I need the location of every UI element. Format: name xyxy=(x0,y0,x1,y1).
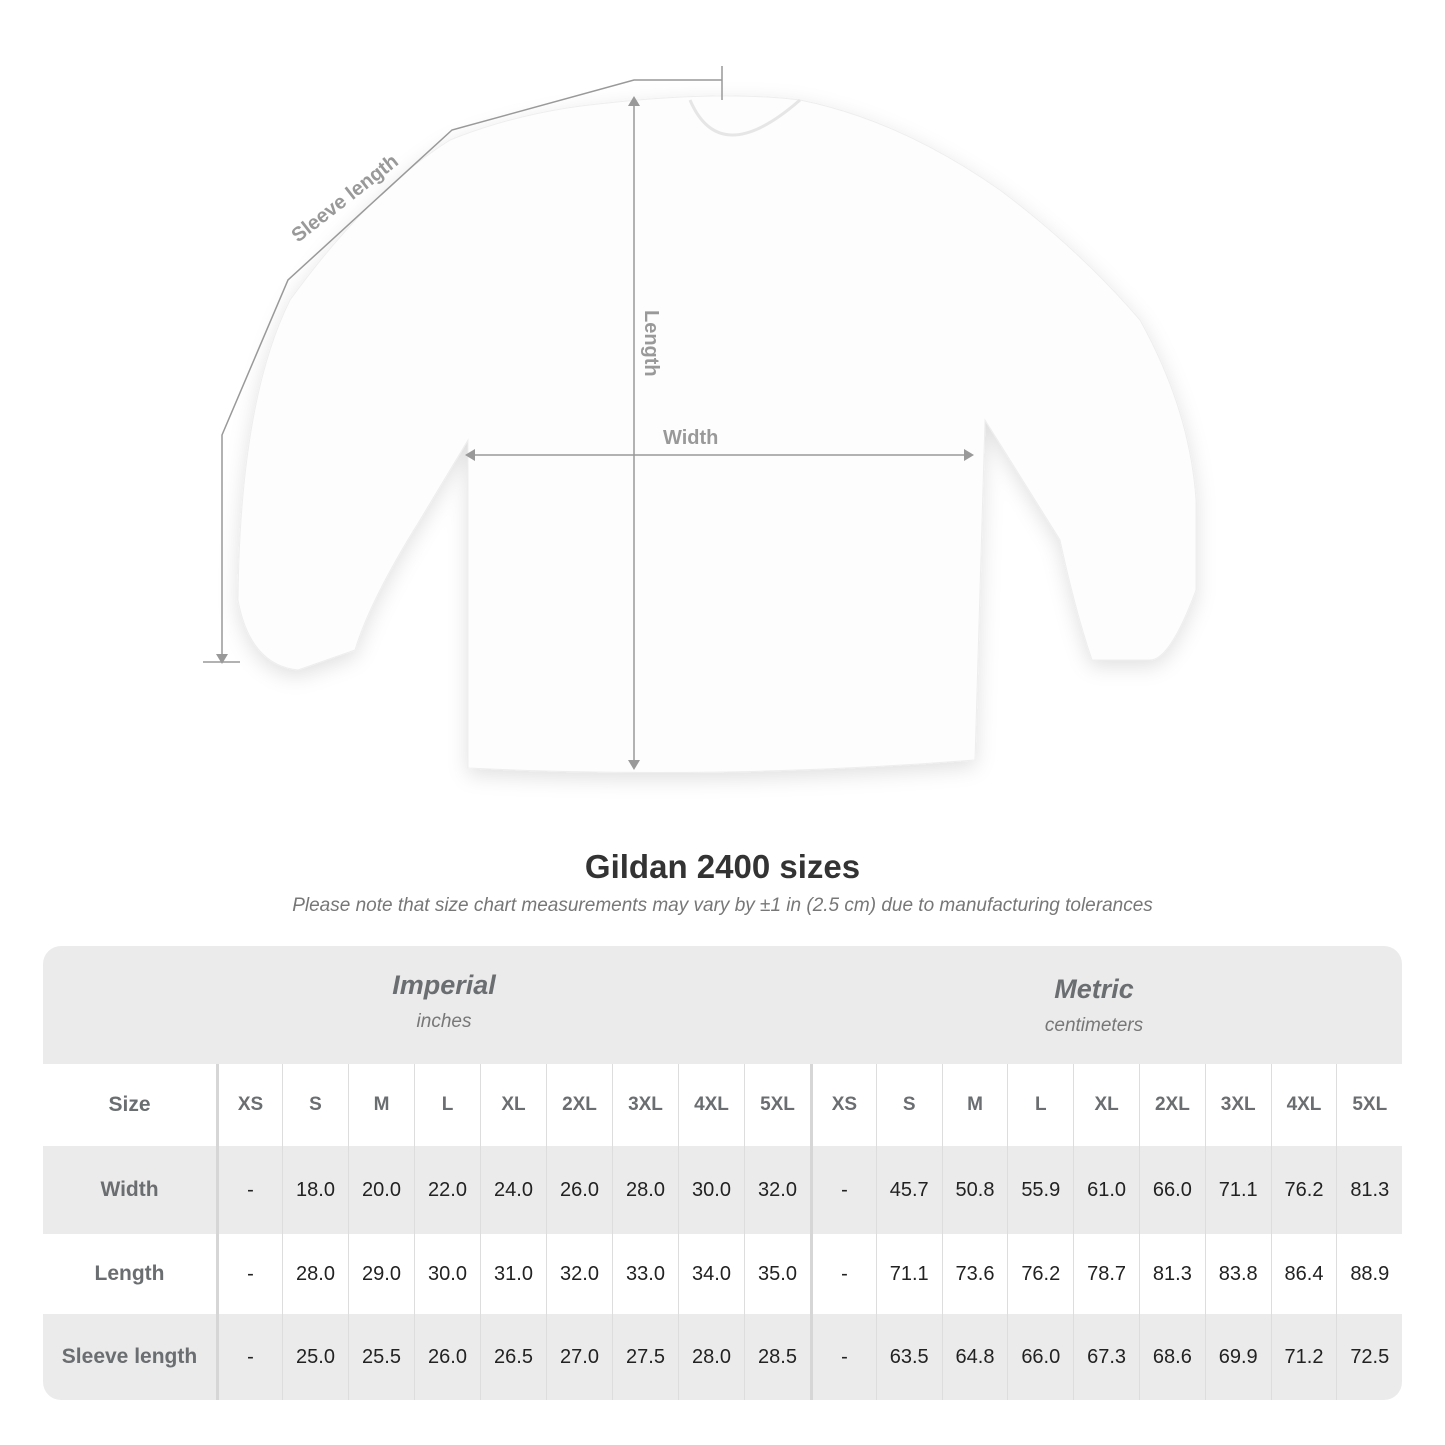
size-header-row: Size XS S M L XL 2XL 3XL 4XL 5XL XS S M L XL 2XL 3XL 4XL 5… xyxy=(43,1064,1402,1146)
arrowheads xyxy=(216,96,974,770)
sleeve-length-line xyxy=(221,79,722,662)
value-cell: 71.2 xyxy=(1270,1314,1337,1400)
value-cell: 24.0 xyxy=(480,1146,546,1234)
row-label: Width xyxy=(100,1178,159,1201)
size-header-cell: M xyxy=(348,1064,414,1146)
size-header-cell: S xyxy=(875,1064,942,1146)
value-cell: 73.6 xyxy=(941,1234,1008,1314)
value-cell: 30.0 xyxy=(414,1234,480,1314)
size-header-cell: XS xyxy=(810,1064,876,1146)
size-header-cell: S xyxy=(282,1064,348,1146)
value-cell: 68.6 xyxy=(1139,1314,1205,1400)
size-header-cell: 5XL xyxy=(1336,1064,1402,1146)
value-cell: 28.0 xyxy=(612,1146,678,1234)
value-cell: 78.7 xyxy=(1073,1234,1139,1314)
value-cell: - xyxy=(810,1314,876,1400)
value-cell: - xyxy=(216,1146,282,1234)
value-cell: 66.0 xyxy=(1139,1146,1205,1234)
value-cell: 34.0 xyxy=(678,1234,744,1314)
value-cell: 67.3 xyxy=(1073,1314,1139,1400)
value-cell: 83.8 xyxy=(1204,1234,1271,1314)
value-cell: 45.7 xyxy=(875,1146,942,1234)
measurement-lines xyxy=(203,66,972,768)
size-header-cell: L xyxy=(414,1064,480,1146)
size-header-cell: XL xyxy=(1073,1064,1139,1146)
value-cell: 32.0 xyxy=(546,1234,612,1314)
value-cell: 66.0 xyxy=(1007,1314,1073,1400)
row-label: Sleeve length xyxy=(61,1345,198,1368)
value-cell: 55.9 xyxy=(1007,1146,1073,1234)
long-sleeve-shirt xyxy=(237,95,1197,773)
imperial-group: Imperial inches xyxy=(216,970,672,1033)
imperial-title: Imperial xyxy=(392,970,496,1000)
value-cell: 22.0 xyxy=(414,1146,480,1234)
value-cell: 81.3 xyxy=(1336,1146,1402,1234)
value-cell: - xyxy=(216,1234,282,1314)
size-header-cell: 2XL xyxy=(546,1064,612,1146)
value-cell: 18.0 xyxy=(282,1146,348,1234)
table-row: Width -18.0 20.0 22.0 24.0 26.0 28.0 30.0 32.0-4… xyxy=(43,1146,1402,1234)
value-cell: 28.0 xyxy=(282,1234,348,1314)
metric-unit: centimeters xyxy=(1044,1015,1144,1036)
value-cell: 71.1 xyxy=(875,1234,942,1314)
value-cell: 25.0 xyxy=(282,1314,348,1400)
value-cell: - xyxy=(810,1146,876,1234)
tolerance-note: Please note that size chart measurements… xyxy=(292,895,1153,916)
value-cell: 69.9 xyxy=(1204,1314,1271,1400)
value-cell: 26.5 xyxy=(480,1314,546,1400)
metric-group: Metric centimeters xyxy=(810,974,1378,1037)
size-header-cell: 3XL xyxy=(1204,1064,1271,1146)
page-title: Gildan 2400 sizes xyxy=(584,848,861,885)
value-cell: 28.0 xyxy=(678,1314,744,1400)
value-cell: 26.0 xyxy=(414,1314,480,1400)
size-header-cell: XL xyxy=(480,1064,546,1146)
size-header-cell: 2XL xyxy=(1139,1064,1205,1146)
size-header-cell: M xyxy=(941,1064,1008,1146)
value-cell: 29.0 xyxy=(348,1234,414,1314)
row-label: Length xyxy=(94,1262,165,1285)
length-label: Length xyxy=(640,310,662,377)
value-cell: 28.5 xyxy=(744,1314,810,1400)
value-cell: 20.0 xyxy=(348,1146,414,1234)
value-cell: 86.4 xyxy=(1270,1234,1337,1314)
value-cell: 63.5 xyxy=(875,1314,942,1400)
value-cell: 35.0 xyxy=(744,1234,810,1314)
value-cell: 50.8 xyxy=(941,1146,1008,1234)
value-cell: 76.2 xyxy=(1270,1146,1337,1234)
row-label: Size xyxy=(108,1093,151,1116)
table-header: Imperial inches Metric centimeters xyxy=(43,946,1402,1064)
value-cell: 81.3 xyxy=(1139,1234,1205,1314)
size-header-cell: 4XL xyxy=(678,1064,744,1146)
value-cell: 76.2 xyxy=(1007,1234,1073,1314)
size-header-cell: 3XL xyxy=(612,1064,678,1146)
table-row: Sleeve length -25.0 25.5 26.0 26.5 27.0 27.5 28… xyxy=(43,1314,1402,1400)
size-header-cell: XS xyxy=(216,1064,282,1146)
value-cell: 61.0 xyxy=(1073,1146,1139,1234)
value-cell: 72.5 xyxy=(1336,1314,1402,1400)
width-label: Width xyxy=(663,427,718,449)
shirt-diagram: Sleeve length Length Width xyxy=(203,66,1197,773)
metric-title: Metric xyxy=(1054,974,1134,1004)
value-cell: 27.0 xyxy=(546,1314,612,1400)
value-cell: 33.0 xyxy=(612,1234,678,1314)
value-cell: 25.5 xyxy=(348,1314,414,1400)
value-cell: 26.0 xyxy=(546,1146,612,1234)
value-cell: 32.0 xyxy=(744,1146,810,1234)
value-cell: 71.1 xyxy=(1204,1146,1271,1234)
value-cell: 30.0 xyxy=(678,1146,744,1234)
imperial-unit: inches xyxy=(416,1011,472,1032)
value-cell: 88.9 xyxy=(1336,1234,1402,1314)
size-header-cell: 5XL xyxy=(744,1064,810,1146)
value-cell: 27.5 xyxy=(612,1314,678,1400)
value-cell: 64.8 xyxy=(941,1314,1008,1400)
table-row: Length -28.0 29.0 30.0 31.0 32.0 33.0 34.0 35.0-… xyxy=(43,1234,1402,1314)
size-header-cell: L xyxy=(1007,1064,1073,1146)
value-cell: - xyxy=(810,1234,876,1314)
value-cell: - xyxy=(216,1314,282,1400)
size-header-cell: 4XL xyxy=(1270,1064,1337,1146)
size-table: Imperial inches Metric centimeters Size X… xyxy=(43,946,1402,1400)
value-cell: 31.0 xyxy=(480,1234,546,1314)
